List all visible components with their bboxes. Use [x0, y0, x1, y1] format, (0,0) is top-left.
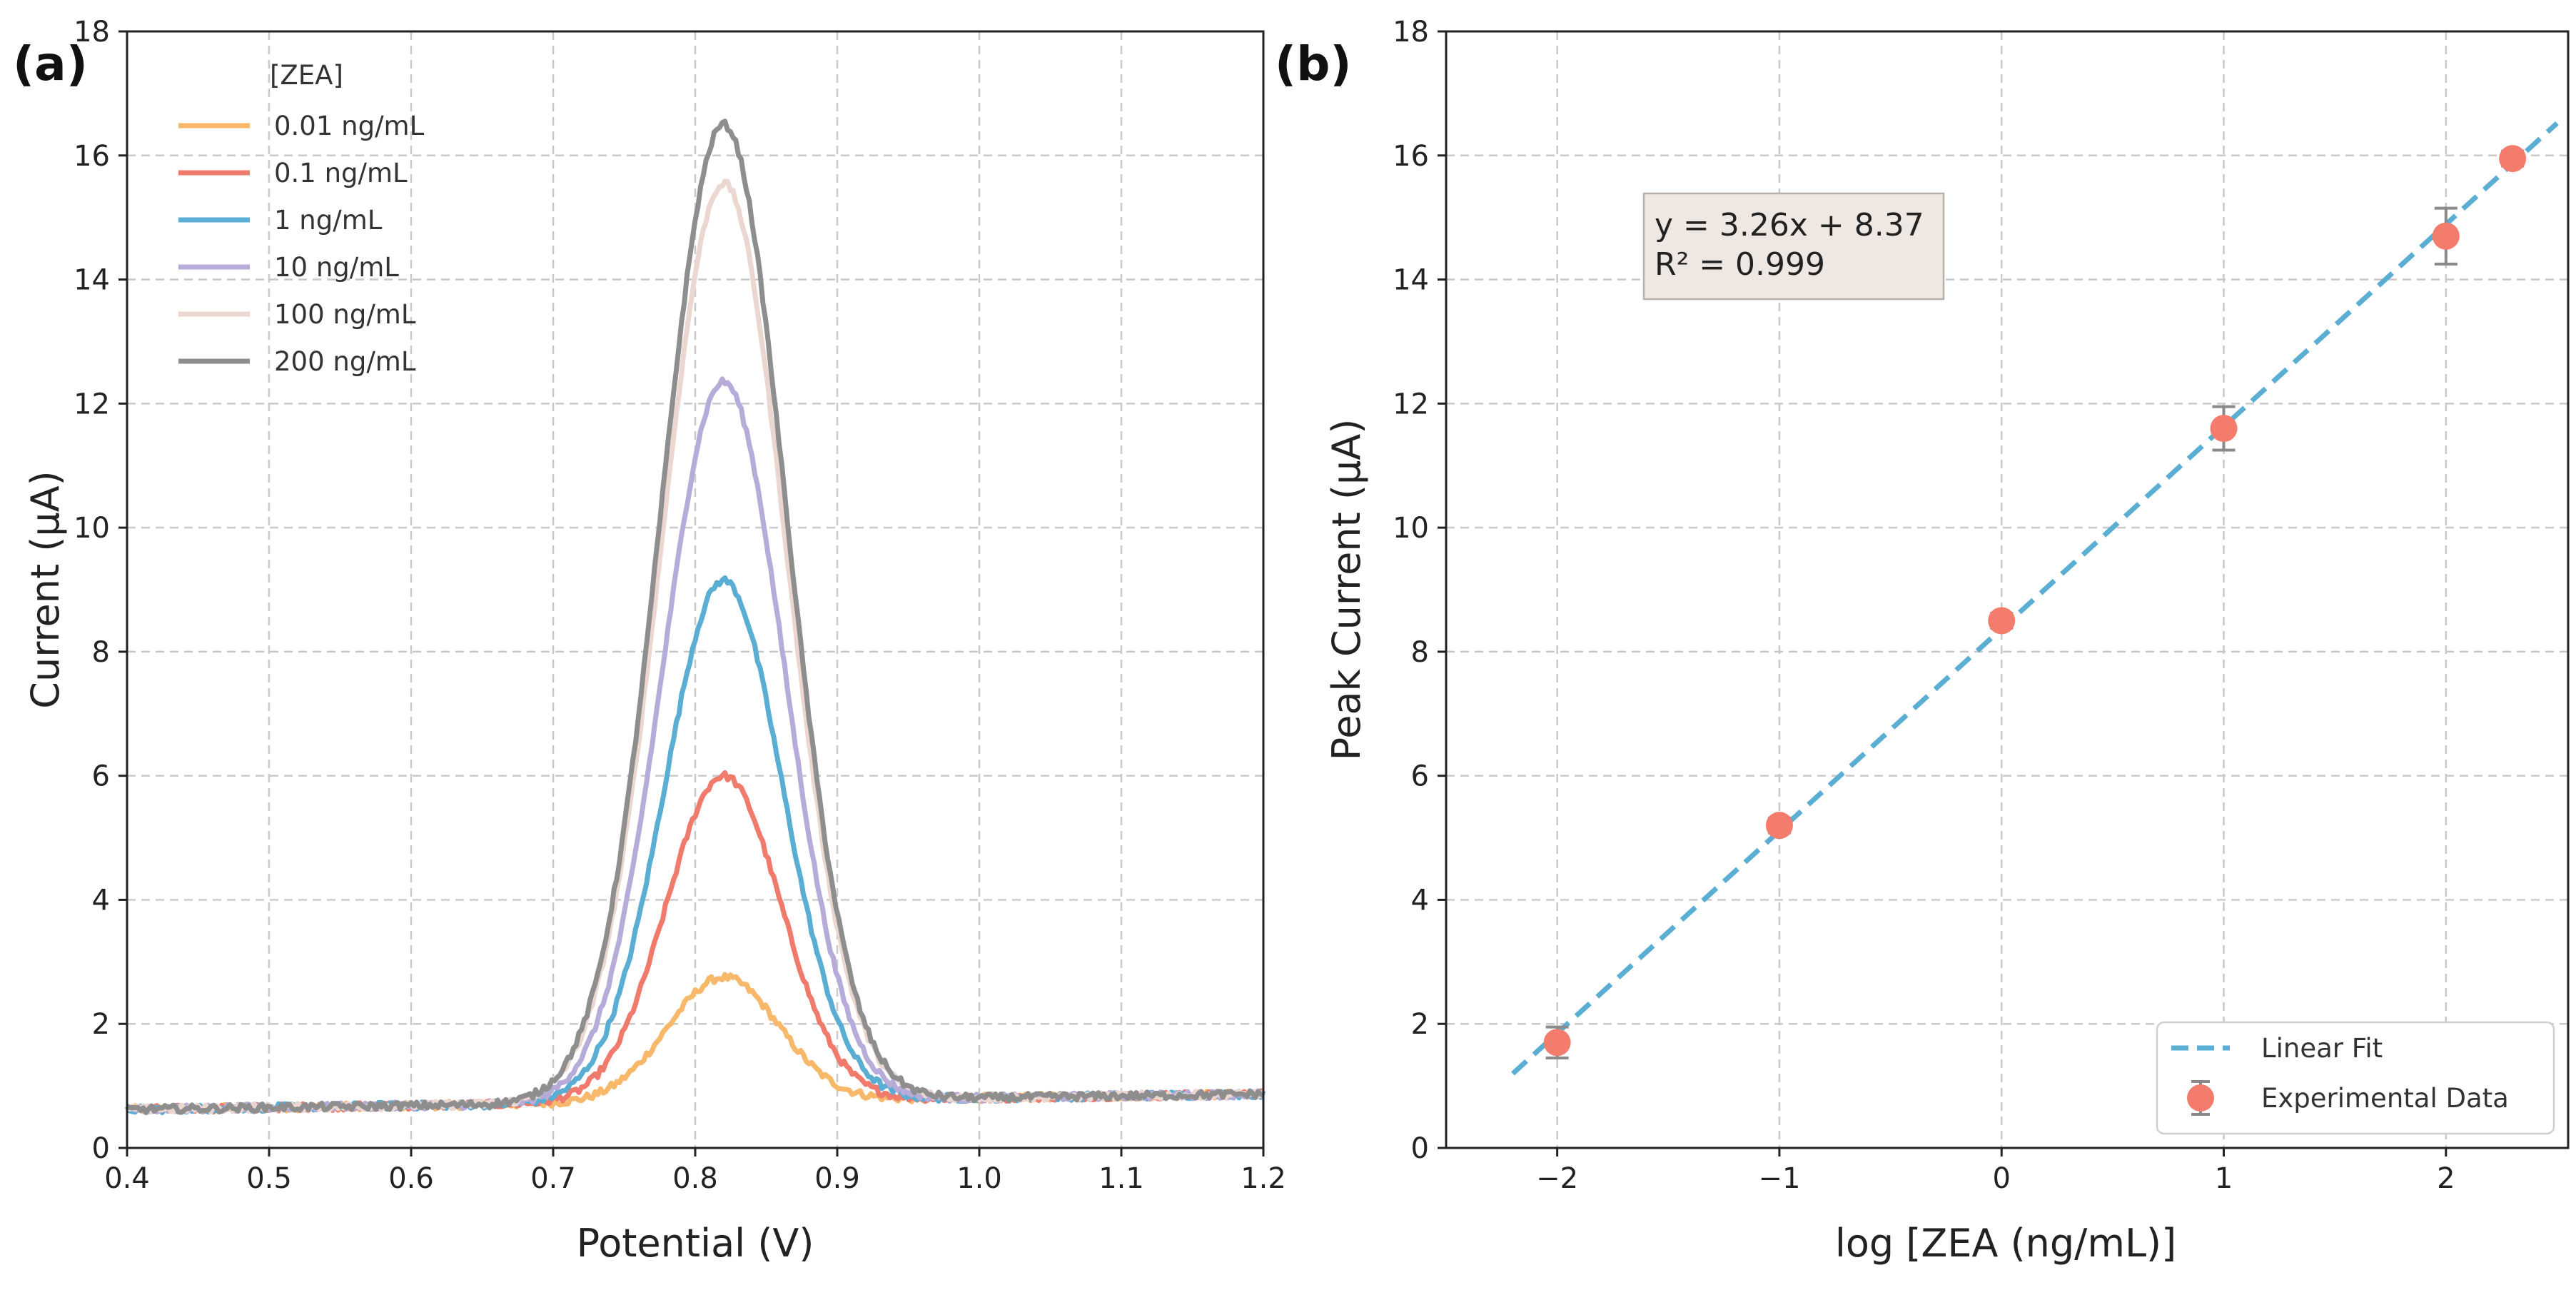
x-tick-label: 0.8: [672, 1162, 718, 1195]
equation-annotation: y = 3.26x + 8.37 R² = 0.999: [1642, 192, 1945, 301]
x-tick-label: 0.5: [246, 1162, 292, 1195]
panel-a-legend: [ZEA] 0.01 ng/mL 0.1 ng/mL 1 ng/mL 10 ng/mL…: [178, 60, 425, 377]
data-point: [2499, 145, 2527, 173]
curve-200-ng-ml: [126, 119, 1265, 1115]
legend-data-swatch: [2187, 1084, 2214, 1112]
legend-label: 0.1 ng/mL: [274, 158, 408, 188]
x-tick-label: −1: [1758, 1162, 1800, 1195]
legend-title: [ZEA]: [270, 60, 343, 91]
panel-b-plot-frame: [1445, 30, 2570, 1149]
y-tick-label: 2: [92, 1008, 110, 1041]
x-tick-label: 1.0: [956, 1162, 1002, 1195]
r-squared-text: R² = 0.999: [1655, 246, 1825, 283]
data-point: [2432, 222, 2460, 250]
x-tick-label: 1: [2215, 1162, 2233, 1195]
y-tick-label: 6: [1411, 760, 1429, 793]
legend-items: 0.01 ng/mL 0.1 ng/mL 1 ng/mL 10 ng/mL 100 ng…: [178, 111, 425, 377]
panel-b-label: (b): [1275, 36, 1352, 91]
panel-b-y-ticks: 0 2 4 6 8 10 12 14 16 18: [1393, 16, 1446, 1165]
data-point: [1765, 812, 1793, 840]
x-tick-label: 0: [1992, 1162, 2010, 1195]
y-tick-label: 4: [1411, 884, 1429, 917]
panel-a-grid: [126, 30, 1265, 1149]
y-tick-label: 16: [74, 140, 110, 173]
legend-data-label: Experimental Data: [2261, 1083, 2509, 1114]
panel-a-y-ticks: 0 2 4 6 8 10 12 14 16 18: [74, 16, 127, 1165]
panel-a-label: (a): [13, 36, 88, 91]
panel-a-x-axis-title: Potential (V): [577, 1221, 814, 1266]
y-tick-label: 4: [92, 884, 110, 917]
x-tick-label: 0.7: [530, 1162, 576, 1195]
panel-a-curves: [125, 119, 1266, 1116]
legend-label: 10 ng/mL: [274, 252, 399, 283]
x-tick-label: 2: [2437, 1162, 2455, 1195]
y-tick-label: 14: [1393, 264, 1429, 297]
y-tick-label: 10: [1393, 512, 1429, 545]
x-tick-label: 0.4: [104, 1162, 150, 1195]
data-point: [2210, 415, 2238, 443]
legend-label: 200 ng/mL: [274, 346, 416, 377]
y-tick-label: 18: [74, 16, 110, 49]
legend-label: 0.01 ng/mL: [274, 111, 425, 141]
panel-b-x-ticks: −2 −1 0 1 2: [1536, 1148, 2455, 1195]
panel-a-y-axis-title: Current (µA): [23, 470, 68, 708]
y-tick-label: 2: [1411, 1008, 1429, 1041]
equation-box: [1642, 192, 1945, 301]
data-point: [1543, 1029, 1571, 1057]
data-point: [1988, 607, 2016, 635]
y-tick-label: 0: [1411, 1132, 1429, 1165]
y-tick-label: 12: [74, 388, 110, 420]
panel-b-x-axis-title: log [ZEA (ng/mL)]: [1835, 1221, 2176, 1266]
y-tick-label: 8: [1411, 636, 1429, 669]
legend-fit-label: Linear Fit: [2261, 1033, 2383, 1064]
panel-b-y-axis-title: Peak Current (µA): [1324, 419, 1369, 761]
y-tick-label: 14: [74, 264, 110, 297]
linear-fit-line: [1511, 121, 2559, 1076]
y-tick-label: 12: [1393, 388, 1429, 420]
panel-b-grid: [1446, 30, 2568, 1149]
y-tick-label: 8: [92, 636, 110, 669]
legend-label: 100 ng/mL: [274, 299, 416, 330]
x-tick-label: −2: [1536, 1162, 1578, 1195]
y-tick-label: 10: [74, 512, 110, 545]
y-tick-label: 16: [1393, 140, 1429, 173]
panel-b-legend: Linear Fit Experimental Data: [2156, 1021, 2555, 1135]
x-tick-label: 1.1: [1098, 1162, 1144, 1195]
y-tick-label: 6: [92, 760, 110, 793]
y-tick-label: 0: [92, 1132, 110, 1165]
x-tick-label: 0.6: [388, 1162, 434, 1195]
panel-b-marks: [1511, 121, 2559, 1076]
y-tick-label: 18: [1393, 16, 1429, 49]
panel-a-spectra: 0.4 0.5 0.6 0.7 0.8 0.9 1.0 1.1 1.2 0 2 4 6 8 10 12 14 1…: [13, 16, 1286, 1266]
x-tick-label: 1.2: [1241, 1162, 1286, 1195]
panel-b-legend-box: [2156, 1021, 2555, 1135]
x-tick-label: 0.9: [814, 1162, 860, 1195]
panel-a-x-ticks: 0.4 0.5 0.6 0.7 0.8 0.9 1.0 1.1 1.2: [104, 1148, 1286, 1195]
equation-text: y = 3.26x + 8.37: [1655, 207, 1924, 243]
legend-label: 1 ng/mL: [274, 205, 383, 236]
